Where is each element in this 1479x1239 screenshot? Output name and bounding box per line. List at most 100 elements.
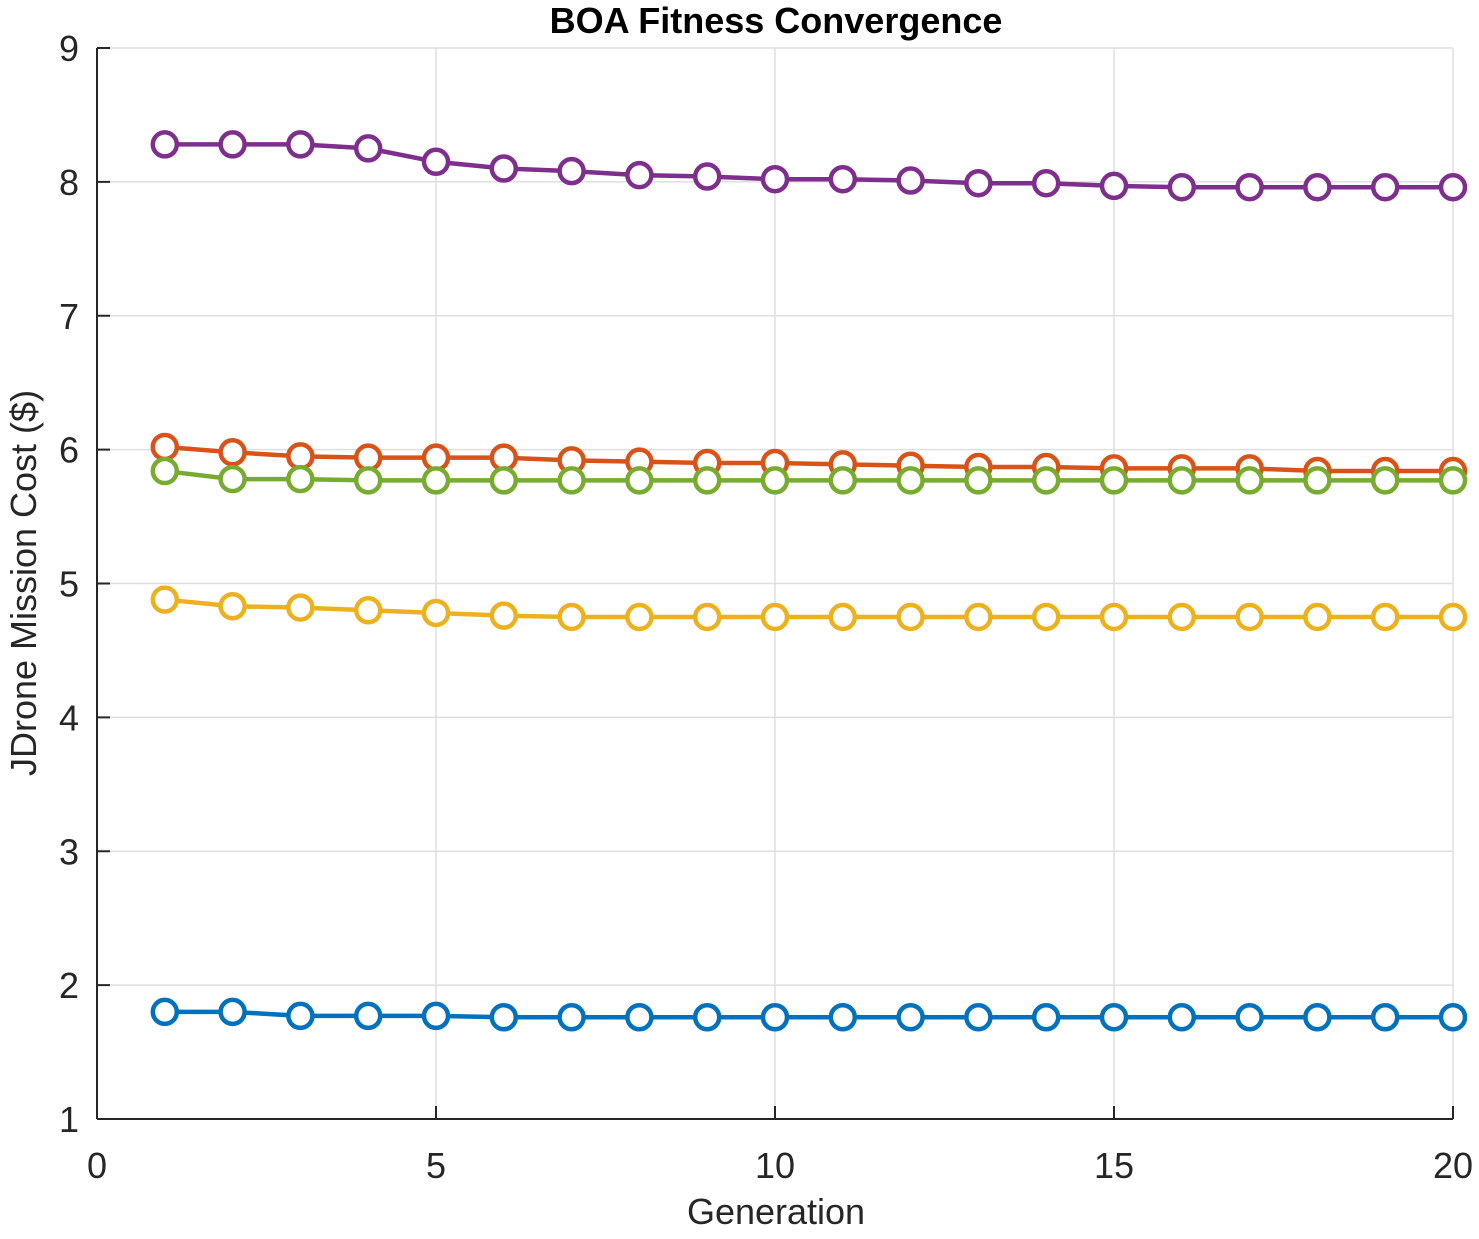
data-point (1167, 1003, 1197, 1032)
data-point (896, 602, 925, 632)
data-point (1438, 466, 1468, 495)
data-point (557, 1003, 586, 1032)
data-point (489, 154, 519, 183)
data-point (1370, 602, 1400, 632)
data-point (557, 602, 586, 632)
data-point (828, 602, 858, 632)
data-point (489, 466, 519, 495)
y-tick-label-1: 2 (59, 965, 79, 1006)
data-point (218, 464, 247, 494)
data-point (964, 1003, 993, 1032)
data-point (1235, 172, 1264, 202)
data-point (1031, 466, 1061, 495)
data-point (1031, 1003, 1061, 1032)
data-point (692, 1003, 722, 1032)
data-point (760, 1003, 790, 1032)
data-point (557, 466, 586, 495)
data-point (1303, 466, 1332, 495)
y-tick-label-2: 3 (59, 831, 79, 872)
x-tick-label-2: 10 (755, 1145, 795, 1186)
data-point (692, 162, 722, 191)
data-point (150, 585, 180, 614)
data-point (1370, 466, 1400, 495)
x-tick-label-1: 5 (426, 1145, 446, 1186)
data-point (896, 466, 925, 495)
data-point (964, 466, 993, 495)
x-tick-label-3: 15 (1094, 1145, 1134, 1186)
data-point (964, 602, 993, 632)
y-tick-label-5: 6 (59, 430, 79, 471)
data-point (150, 432, 180, 462)
x-tick-label-4: 20 (1433, 1145, 1473, 1186)
data-point (150, 130, 180, 159)
data-point (1438, 602, 1468, 632)
data-point (692, 602, 722, 632)
data-point (218, 997, 247, 1027)
series-3 (150, 130, 1468, 202)
data-point (760, 164, 790, 194)
data-point (286, 464, 315, 494)
data-point (1099, 171, 1129, 201)
data-point (1235, 466, 1264, 495)
data-point (489, 601, 519, 630)
tick-labels: 0 5 10 15 20 1 2 3 4 5 6 7 8 9 (59, 28, 1473, 1186)
data-point (828, 466, 858, 495)
data-point (150, 456, 180, 486)
data-point (421, 466, 451, 495)
data-point (557, 156, 586, 186)
data-point (1438, 172, 1468, 202)
data-point (625, 1003, 654, 1032)
data-point (421, 1001, 451, 1031)
data-point (1303, 1003, 1332, 1032)
data-point (760, 602, 790, 632)
data-point (1167, 466, 1197, 495)
data-point (625, 602, 654, 632)
data-point (150, 997, 180, 1027)
data-point (692, 466, 722, 495)
y-tick-label-8: 9 (59, 28, 79, 69)
data-point (353, 596, 383, 625)
y-tick-label-6: 7 (59, 296, 79, 337)
data-point (353, 466, 383, 495)
chart-title: BOA Fitness Convergence (550, 0, 1003, 41)
data-point (1303, 602, 1332, 632)
data-point (896, 1003, 925, 1032)
data-point (760, 466, 790, 495)
data-point (828, 1003, 858, 1032)
data-point (218, 438, 247, 467)
data-point (1303, 172, 1332, 202)
data-point (625, 466, 654, 495)
data-point (286, 130, 315, 159)
y-tick-label-7: 8 (59, 162, 79, 203)
series-2 (150, 585, 1468, 632)
data-point (1031, 168, 1061, 198)
data-point (421, 147, 451, 177)
data-point (1438, 1003, 1468, 1032)
data-point (1031, 602, 1061, 632)
data-point (1370, 172, 1400, 202)
data-point (353, 443, 383, 472)
data-point (286, 442, 315, 471)
data-point (489, 443, 519, 472)
data-point (1235, 1003, 1264, 1032)
series-group (150, 130, 1468, 1032)
data-point (353, 134, 383, 163)
axes (96, 47, 1454, 1120)
series-4 (150, 456, 1468, 495)
data-point (489, 1003, 519, 1032)
data-point (964, 168, 993, 198)
data-point (1235, 602, 1264, 632)
y-tick-label-4: 5 (59, 564, 79, 605)
data-point (421, 443, 451, 472)
data-point (896, 166, 925, 195)
series-0 (150, 997, 1468, 1032)
data-point (1167, 602, 1197, 632)
data-point (286, 593, 315, 622)
data-point (1370, 1003, 1400, 1032)
data-point (218, 130, 247, 159)
data-point (1099, 466, 1129, 495)
data-point (1099, 602, 1129, 632)
x-tick-label-0: 0 (87, 1145, 107, 1186)
